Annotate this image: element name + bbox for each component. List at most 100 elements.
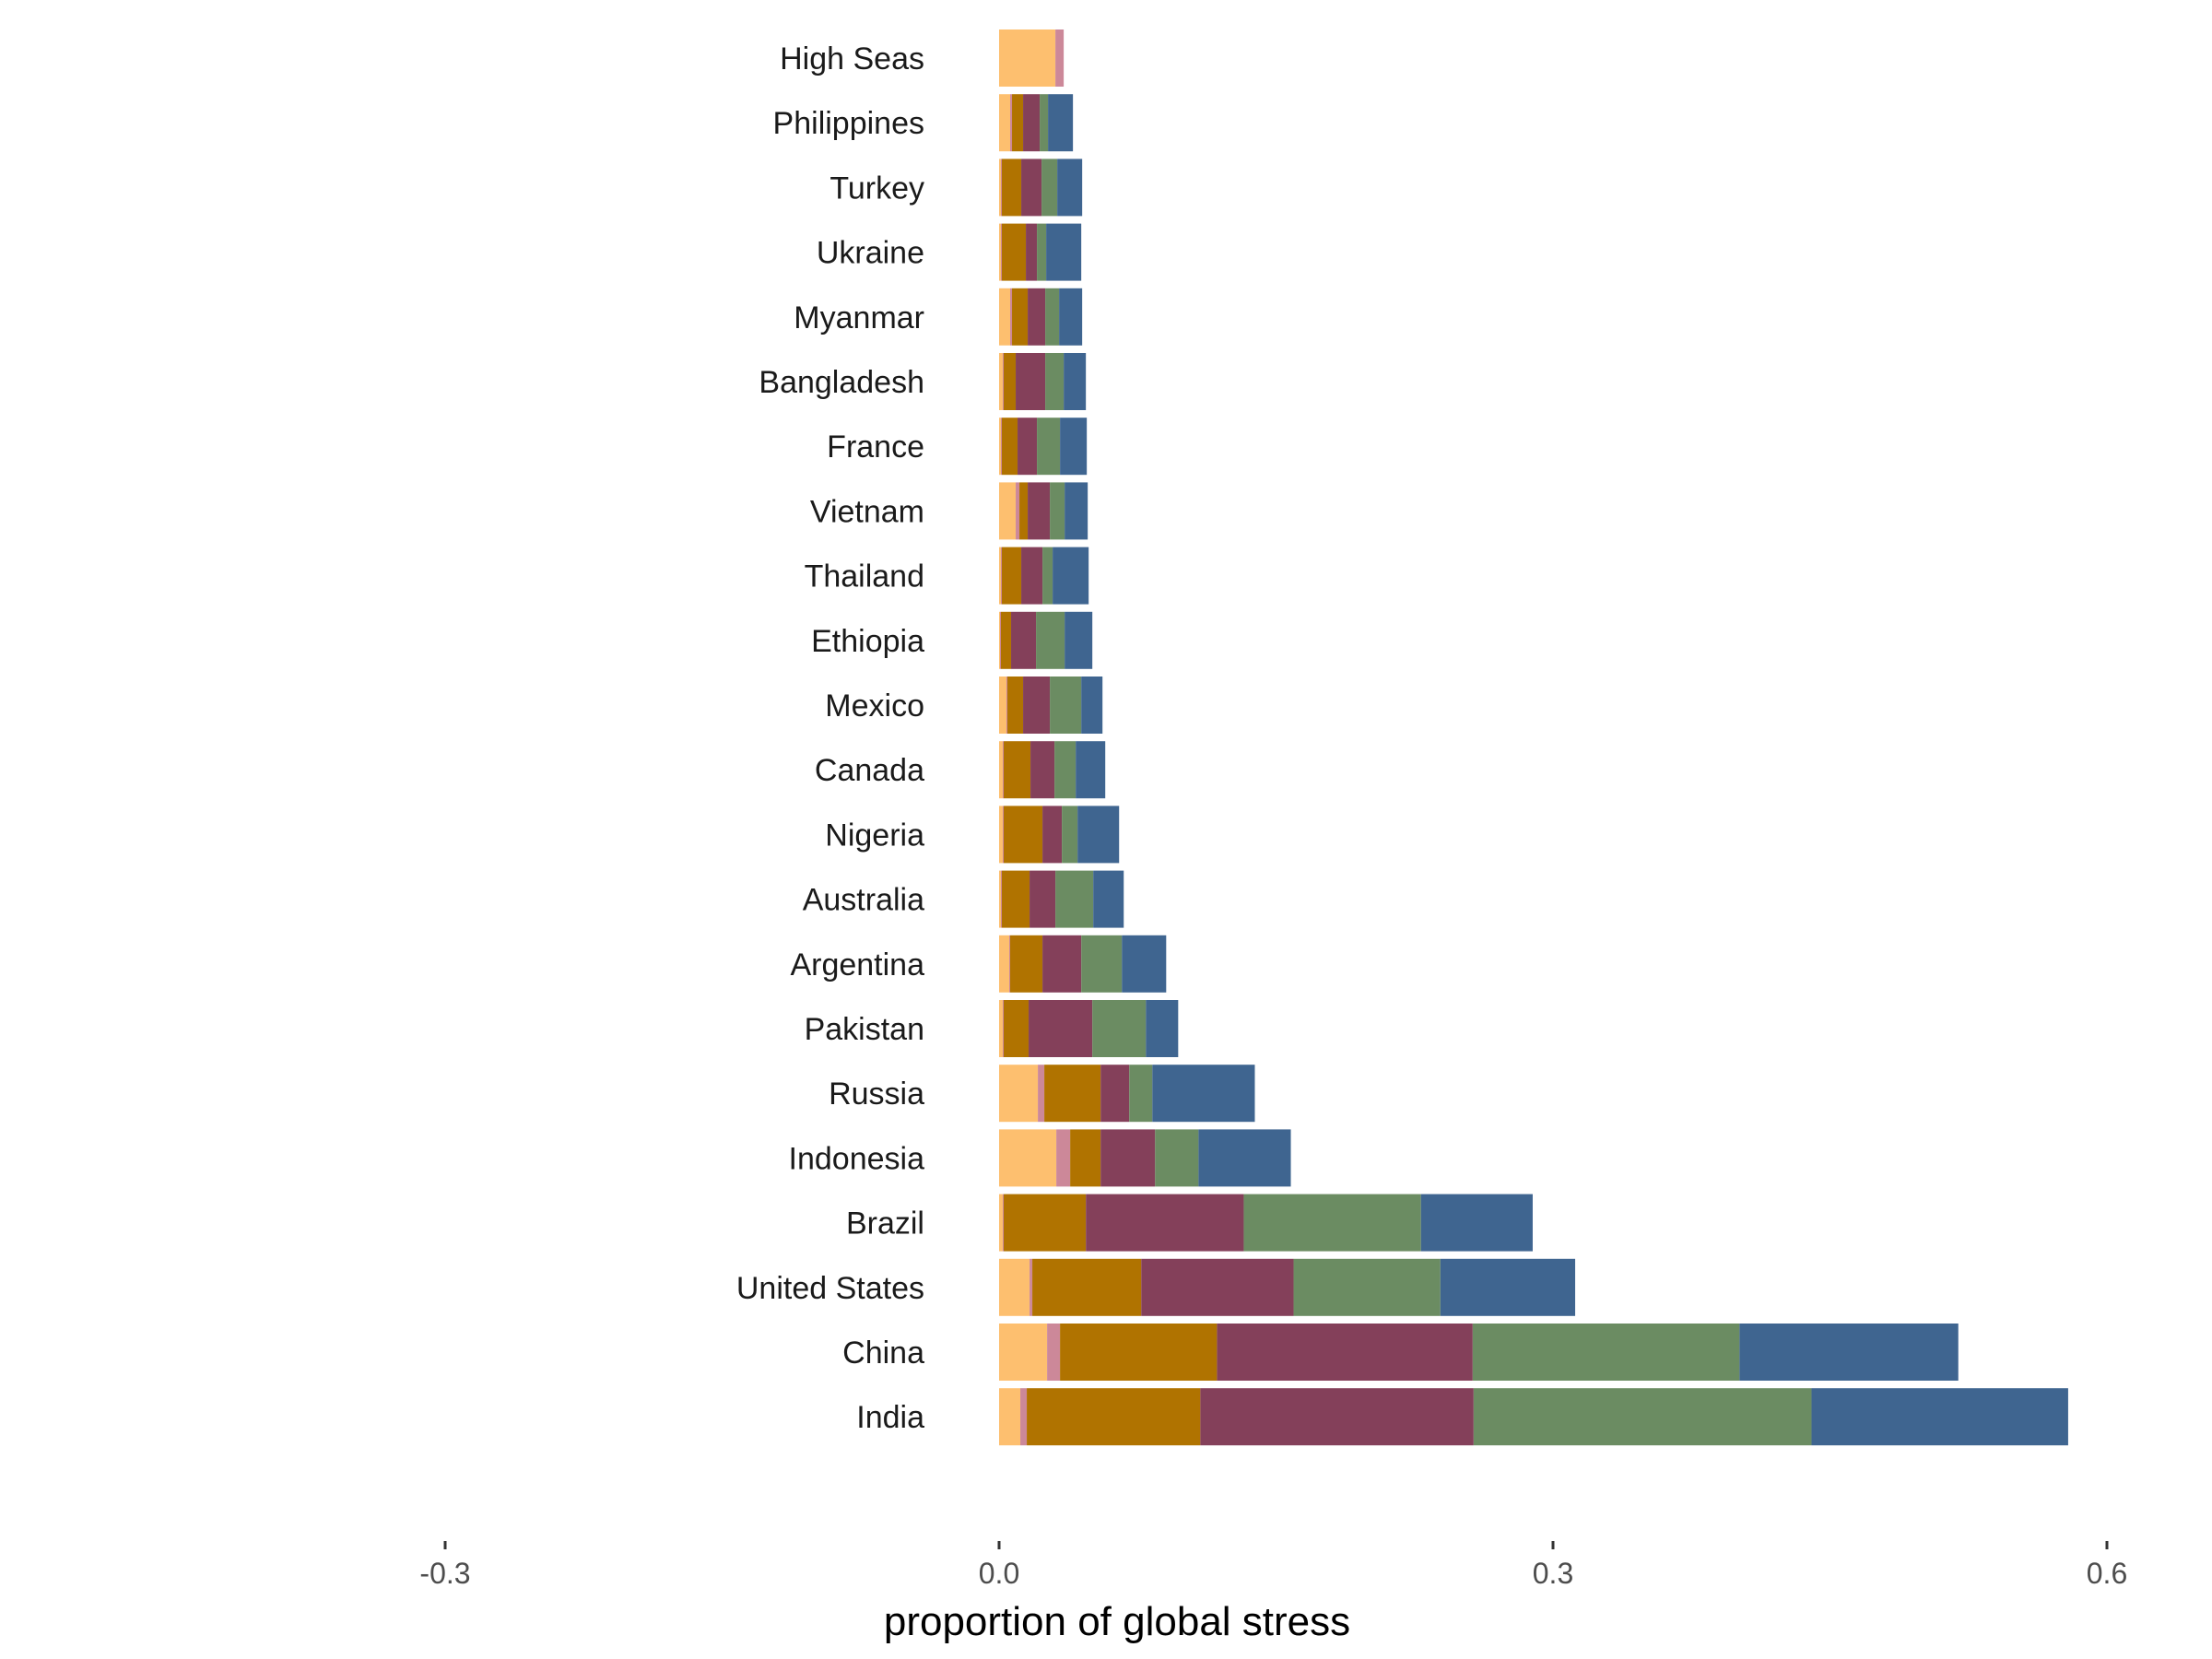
bar-segment <box>999 1194 1004 1252</box>
bar-segment <box>1077 806 1120 864</box>
bar-segment <box>1293 1258 1441 1316</box>
bar-segment <box>1044 1065 1101 1123</box>
bar-segment <box>1000 611 1001 669</box>
bar-segment <box>1010 288 1013 346</box>
bar-segment <box>1045 288 1060 346</box>
x-tick-label: 0.3 <box>1533 1557 1573 1590</box>
bar-segment <box>1048 94 1074 152</box>
bar-segment <box>1023 677 1051 734</box>
bar-segment <box>1243 1194 1421 1252</box>
bar-segment <box>1016 482 1020 540</box>
bar-segment <box>999 547 1001 605</box>
bar-segment <box>1001 223 1002 281</box>
bar-segment <box>1062 806 1078 864</box>
bar-segment <box>1016 353 1046 410</box>
bar-segment <box>1060 1324 1218 1381</box>
bar-segment <box>1030 870 1056 928</box>
bar-row-india <box>999 1388 2068 1446</box>
bar-segment <box>1018 418 1038 476</box>
bar-segment <box>1057 159 1083 217</box>
bar-segment <box>999 741 1004 799</box>
country-label: Australia <box>803 883 924 918</box>
bar-segment <box>999 806 1004 864</box>
country-label: Myanmar <box>794 300 924 335</box>
bar-segment <box>1198 1129 1291 1187</box>
bar-segment <box>1026 223 1038 281</box>
bar-segment <box>1064 353 1087 410</box>
bar-segment <box>1023 94 1041 152</box>
bar-segment <box>1004 1194 1087 1252</box>
bar-segment <box>1032 1258 1142 1316</box>
bar-segment <box>1065 482 1088 540</box>
bar-segment <box>1020 1388 1028 1446</box>
bar-segment <box>1056 1129 1071 1187</box>
bar-segment <box>1042 806 1063 864</box>
x-axis: -0.3 0.0 0.3 0.6 <box>419 1541 2127 1590</box>
x-tick-label: -0.3 <box>419 1557 470 1590</box>
x-tick-label: 0.6 <box>2087 1557 2127 1590</box>
bar-segment <box>1053 547 1089 605</box>
bar-row-pakistan <box>999 1000 1179 1057</box>
country-label: Russia <box>829 1077 924 1112</box>
x-axis-title: proportion of global stress <box>884 1599 1350 1644</box>
bar-segment <box>1004 806 1043 864</box>
bar-segment <box>1054 741 1077 799</box>
bar-segment <box>1811 1388 2068 1446</box>
bar-segment <box>1028 482 1051 540</box>
bar-segment <box>999 159 1001 217</box>
bar-segment <box>1473 1388 1812 1446</box>
bar-segment <box>1030 741 1055 799</box>
country-label: Thailand <box>805 559 924 594</box>
bar-row-brazil <box>999 1194 1533 1252</box>
bar-segment <box>1038 1065 1045 1123</box>
bar-segment <box>999 611 1000 669</box>
bar-row-ukraine <box>999 223 1082 281</box>
bar-segment <box>1093 870 1124 928</box>
country-label: China <box>842 1335 924 1371</box>
bar-segment <box>1003 741 1005 799</box>
bar-row-china <box>999 1324 1959 1381</box>
bar-row-vietnam <box>999 482 1088 540</box>
bar-segment <box>1003 806 1005 864</box>
bar-segment <box>1001 611 1012 669</box>
bar-segment <box>1472 1324 1740 1381</box>
bar-row-canada <box>999 741 1106 799</box>
bar-segment <box>1027 1388 1201 1446</box>
bar-segment <box>999 418 1001 476</box>
country-label: Pakistan <box>805 1012 924 1047</box>
bar-segment <box>1055 29 1065 87</box>
bar-row-argentina <box>999 935 1167 993</box>
country-labels: High Seas Philippines Turkey Ukraine Myanmar… <box>736 41 924 1435</box>
country-label: India <box>856 1400 924 1435</box>
bar-segment <box>1100 1065 1130 1123</box>
bar-segment <box>1004 1000 1030 1057</box>
bar-segment <box>1081 935 1123 993</box>
bar-segment <box>1070 1129 1101 1187</box>
bar-segment <box>999 353 1004 410</box>
country-label: Canada <box>815 753 924 788</box>
bar-segment <box>1021 159 1042 217</box>
bar-segment <box>1001 547 1002 605</box>
bar-segment <box>999 29 1056 87</box>
bar-segment <box>1003 353 1005 410</box>
bar-segment <box>1050 677 1082 734</box>
bar-segment <box>1003 1194 1005 1252</box>
bar-segment <box>1420 1194 1533 1252</box>
country-label: Vietnam <box>810 494 924 529</box>
bar-segment <box>1100 1129 1156 1187</box>
bar-segment <box>999 870 1001 928</box>
country-label: Bangladesh <box>759 365 924 400</box>
bar-segment <box>1001 418 1002 476</box>
bar-segment <box>1065 611 1093 669</box>
bar-segment <box>1009 935 1011 993</box>
bar-segment <box>1200 1388 1474 1446</box>
bar-segment <box>1002 223 1027 281</box>
bar-segment <box>999 1258 1030 1316</box>
bar-segment <box>999 94 1011 152</box>
bar-row-philippines <box>999 94 1074 152</box>
bar-segment <box>1081 677 1103 734</box>
bar-segment <box>1010 94 1013 152</box>
bar-segment <box>1045 353 1065 410</box>
bar-segment <box>1004 741 1031 799</box>
